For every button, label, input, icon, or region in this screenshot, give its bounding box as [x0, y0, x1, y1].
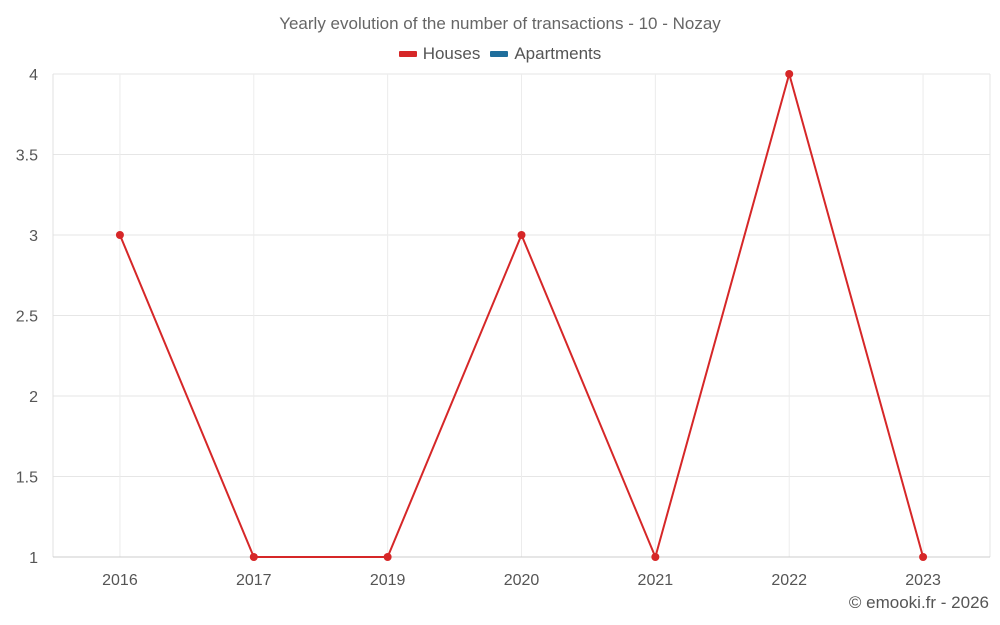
- x-tick-label: 2020: [504, 572, 540, 589]
- y-tick-label: 3.5: [16, 148, 38, 165]
- data-point: [115, 231, 124, 239]
- chart-title: Yearly evolution of the number of transa…: [279, 14, 721, 33]
- x-tick-label: 2023: [905, 572, 941, 589]
- x-tick-label: 2019: [370, 572, 406, 589]
- legend-swatch-houses: [398, 51, 417, 57]
- y-tick-label: 2: [29, 389, 38, 406]
- data-point: [517, 231, 526, 239]
- y-tick-label: 4: [29, 67, 38, 84]
- y-tick-label: 2.5: [16, 309, 38, 326]
- x-tick-label: 2016: [102, 572, 138, 589]
- y-tick-label: 3: [29, 228, 38, 245]
- x-tick-label: 2021: [638, 572, 674, 589]
- data-point: [651, 553, 660, 561]
- data-point: [383, 553, 392, 561]
- credit-text: © emooki.fr - 2026: [848, 593, 989, 612]
- x-tick-label: 2017: [236, 572, 272, 589]
- y-tick-label: 1.5: [16, 470, 38, 487]
- legend-swatch-apartments: [490, 51, 509, 57]
- legend-item-apartments[interactable]: Apartments: [490, 44, 601, 64]
- legend-item-houses[interactable]: Houses: [398, 44, 481, 64]
- legend: Houses Apartments: [0, 44, 1000, 64]
- data-point: [249, 553, 258, 561]
- legend-label-houses: Houses: [422, 44, 481, 63]
- data-point: [919, 553, 928, 561]
- legend-label-apartments: Apartments: [514, 44, 602, 63]
- y-tick-label: 1: [29, 550, 38, 567]
- x-tick-label: 2022: [771, 572, 807, 589]
- data-point: [785, 70, 794, 78]
